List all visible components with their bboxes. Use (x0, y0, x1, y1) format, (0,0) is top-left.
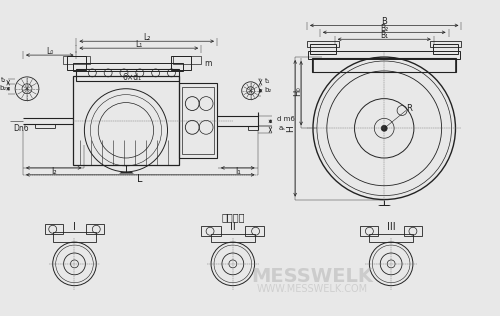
Text: m: m (204, 58, 212, 68)
Bar (72, 63, 184, 71)
Bar (211, 234, 254, 242)
Bar (174, 56, 201, 64)
Text: B₂: B₂ (380, 24, 388, 33)
Text: b₂: b₂ (264, 87, 272, 93)
Text: 6×d₁: 6×d₁ (122, 73, 142, 82)
Bar (312, 58, 456, 72)
Text: R: R (406, 104, 412, 113)
Bar (45, 224, 62, 234)
Text: d m6: d m6 (278, 116, 295, 122)
Text: 装配型式: 装配型式 (221, 212, 244, 222)
Bar (307, 41, 338, 47)
Bar (201, 226, 221, 236)
Text: t₂: t₂ (0, 77, 6, 83)
Text: H: H (286, 125, 294, 132)
Text: WWW.MESSWELK.COM: WWW.MESSWELK.COM (256, 284, 368, 294)
Bar (180, 83, 217, 158)
Bar (86, 224, 104, 234)
Bar (62, 56, 90, 64)
Bar (52, 232, 96, 242)
Text: b₂: b₂ (0, 85, 6, 91)
Text: B: B (382, 17, 387, 26)
Bar (310, 44, 336, 54)
Bar (432, 44, 458, 54)
Text: MESSWELK: MESSWELK (251, 267, 373, 286)
Bar (308, 51, 460, 59)
Text: l₂: l₂ (51, 167, 57, 176)
Bar (244, 226, 264, 236)
Bar (182, 87, 214, 154)
Bar (172, 56, 192, 70)
Text: L: L (137, 174, 142, 184)
Text: II: II (230, 222, 235, 232)
Bar (430, 41, 462, 47)
Bar (72, 76, 180, 165)
Text: Dn6: Dn6 (13, 124, 29, 133)
Text: L₀: L₀ (46, 47, 54, 56)
Bar (404, 226, 422, 236)
Text: I: I (73, 222, 76, 232)
Text: L₂: L₂ (143, 33, 150, 42)
Text: aₛ: aₛ (278, 125, 285, 131)
Text: l₁: l₁ (235, 167, 240, 176)
Text: t₁: t₁ (264, 78, 270, 84)
Text: L₁: L₁ (135, 40, 142, 49)
Text: B₁: B₁ (380, 31, 388, 40)
Bar (76, 69, 180, 81)
Circle shape (382, 125, 387, 131)
Bar (360, 226, 378, 236)
Bar (370, 234, 413, 242)
Text: III: III (387, 222, 396, 232)
Text: H₀: H₀ (292, 86, 302, 95)
Bar (66, 56, 86, 70)
